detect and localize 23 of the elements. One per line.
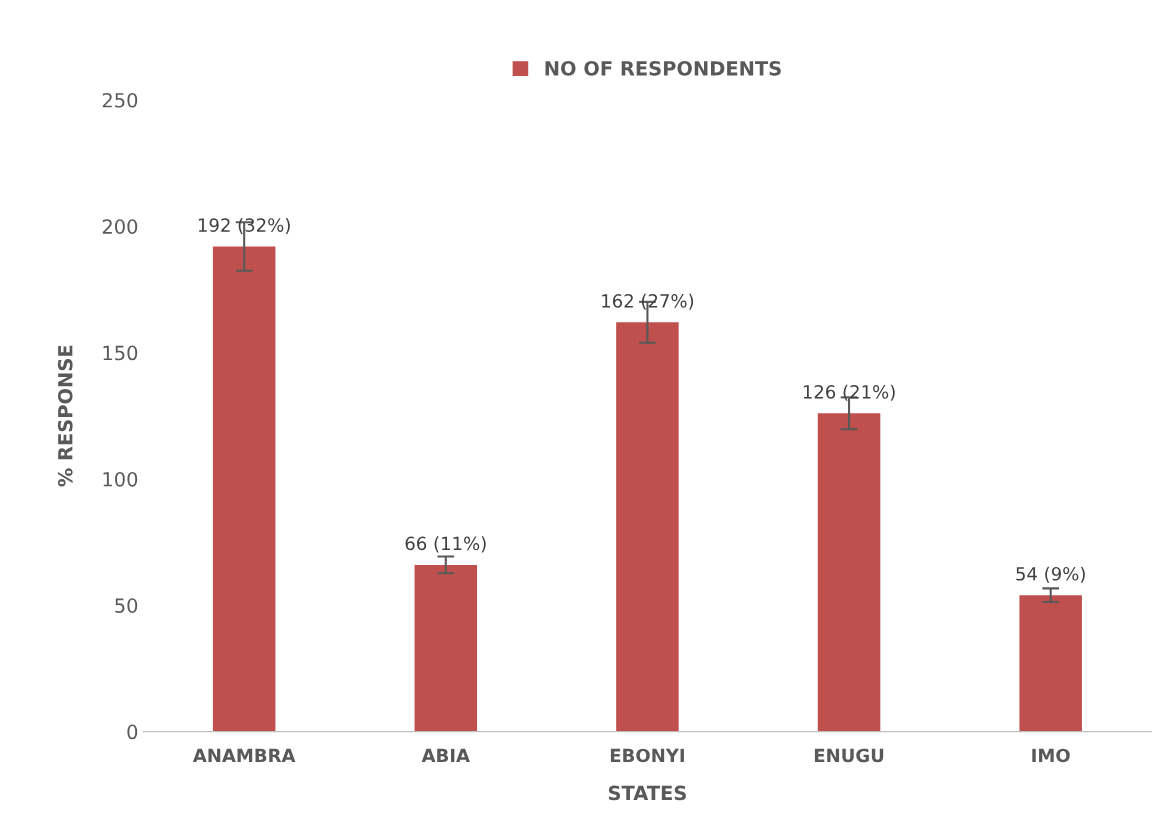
bar	[414, 564, 478, 732]
x-tick-label: ANAMBRA	[192, 748, 296, 763]
bar	[616, 322, 679, 732]
data-label: 126 (21%)	[803, 384, 895, 401]
data-label: 66 (11%)	[405, 536, 486, 553]
y-tick-label: 50	[115, 598, 138, 613]
data-label: 162 (27%)	[602, 293, 694, 310]
y-tick-label: 250	[102, 92, 138, 108]
y-tick-label: 100	[103, 471, 138, 487]
bar	[817, 413, 881, 732]
x-axis-title: STATES	[608, 785, 686, 801]
legend-label: NO OF RESPONDENTS	[545, 60, 781, 76]
x-tick-label: ABIA	[421, 748, 470, 763]
x-tick-label: IMO	[1032, 748, 1070, 763]
y-axis-title: % RESPONSE	[57, 345, 73, 487]
y-tick-label: 150	[103, 345, 138, 361]
data-label: 54 (9%)	[1016, 566, 1085, 583]
x-tick-label: ENUGU	[814, 748, 884, 763]
bar	[1019, 595, 1082, 732]
y-tick-label: 200	[102, 219, 138, 234]
bar	[212, 246, 276, 732]
y-tick-label: 0	[127, 724, 138, 740]
x-tick-label: EBONYI	[610, 748, 684, 763]
